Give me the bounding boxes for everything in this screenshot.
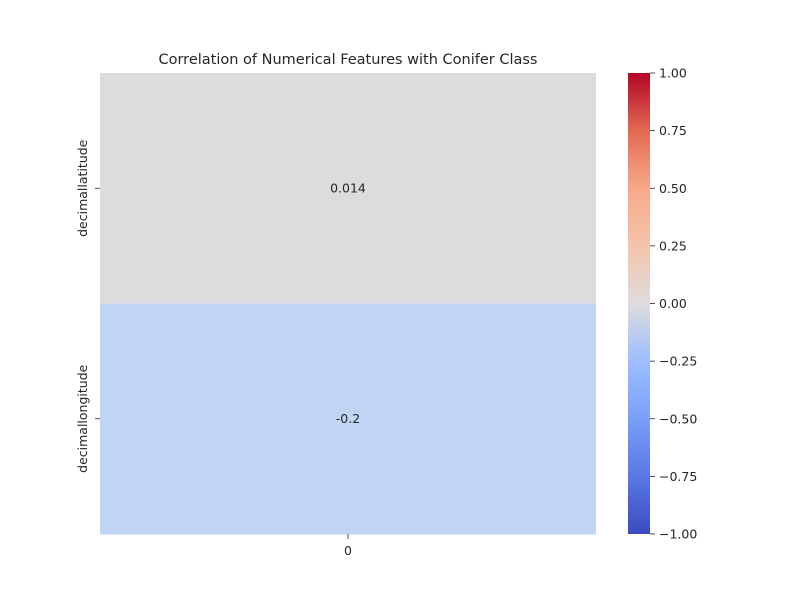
colorbar-tick-label: 0.00 bbox=[659, 296, 687, 311]
colorbar-tick-label: −1.00 bbox=[659, 527, 697, 542]
colorbar-tick-label: −0.25 bbox=[659, 354, 697, 369]
heatmap-cell-decimallatitude bbox=[100, 73, 596, 304]
cell-value-label-decimallongitude: -0.2 bbox=[336, 411, 360, 426]
x-axis: 0 bbox=[344, 534, 352, 558]
heatmap-cells bbox=[100, 73, 596, 535]
x-tick-label-0: 0 bbox=[344, 543, 352, 558]
cell-value-label-decimallatitude: 0.014 bbox=[330, 180, 366, 195]
y-axis: decimallatitude decimallongitude bbox=[75, 139, 100, 473]
colorbar-tick-label: −0.75 bbox=[659, 469, 697, 484]
chart-title: Correlation of Numerical Features with C… bbox=[158, 52, 537, 68]
colorbar-tick-label: 0.25 bbox=[659, 238, 687, 253]
y-tick-label-decimallongitude: decimallongitude bbox=[75, 364, 90, 472]
colorbar: 1.00 0.75 0.50 0.25 0.00 −0.25 −0.50 −0.75 −1.00 bbox=[628, 66, 697, 542]
colorbar-tick-label: 1.00 bbox=[659, 66, 687, 81]
colorbar-ticks: 1.00 0.75 0.50 0.25 0.00 −0.25 −0.50 −0.75 −1.00 bbox=[650, 66, 697, 542]
colorbar-tick-label: −0.50 bbox=[659, 411, 697, 426]
heatmap-cell-labels: 0.014 -0.2 bbox=[330, 180, 366, 426]
y-tick-label-decimallatitude: decimallatitude bbox=[75, 139, 90, 237]
colorbar-tick-label: 0.75 bbox=[659, 123, 687, 138]
colorbar-tick-label: 0.50 bbox=[659, 181, 687, 196]
colorbar-gradient bbox=[628, 73, 650, 534]
heatmap-cell-decimallongitude bbox=[100, 303, 596, 535]
